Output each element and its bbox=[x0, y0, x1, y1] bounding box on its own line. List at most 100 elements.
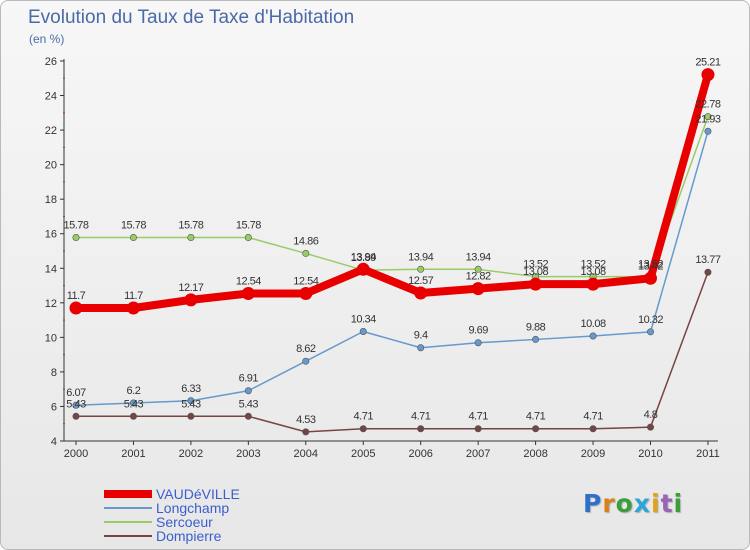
series-line-dompierre bbox=[75, 271, 709, 433]
data-point-sercoeur bbox=[187, 234, 195, 242]
data-label-dompierre: 5.43 bbox=[181, 398, 201, 410]
series-line-sercoeur bbox=[75, 115, 709, 278]
data-label-longchamp: 9.4 bbox=[414, 330, 428, 342]
legend-item-vaudeville: VAUDéVILLE bbox=[104, 487, 240, 501]
y-tick-label: 4 bbox=[51, 436, 57, 448]
data-label-longchamp: 6.2 bbox=[127, 385, 141, 397]
data-point-longchamp bbox=[244, 387, 252, 395]
chart-legend: VAUDéVILLE Longchamp Sercoeur Dompierre bbox=[104, 487, 240, 543]
data-point-dompierre bbox=[646, 423, 654, 431]
x-tick-label: 2010 bbox=[638, 448, 662, 460]
data-point-vaude-ville bbox=[356, 262, 370, 276]
series-layer bbox=[69, 68, 715, 436]
data-point-longchamp bbox=[417, 344, 425, 352]
data-label-vaude-ville: 13.08 bbox=[523, 266, 548, 278]
data-point-sercoeur bbox=[417, 265, 425, 273]
data-point-dompierre bbox=[474, 425, 482, 433]
data-point-dompierre bbox=[129, 412, 137, 420]
logo-letter: r bbox=[602, 489, 616, 518]
x-tick-label: 2006 bbox=[408, 448, 432, 460]
data-point-sercoeur bbox=[474, 265, 482, 273]
data-point-longchamp bbox=[72, 401, 80, 409]
data-label-vaude-ville: 12.54 bbox=[293, 275, 318, 287]
data-point-longchamp bbox=[359, 327, 367, 335]
data-label-vaude-ville: 11.7 bbox=[67, 290, 86, 302]
data-point-sercoeur bbox=[129, 234, 137, 242]
data-label-vaude-ville: 12.57 bbox=[408, 275, 433, 287]
legend-swatch-vaudeville bbox=[104, 490, 152, 498]
data-point-vaude-ville bbox=[241, 286, 255, 300]
y-tick-label: 26 bbox=[45, 56, 57, 68]
data-point-dompierre bbox=[589, 425, 597, 433]
data-point-vaude-ville bbox=[69, 301, 83, 315]
data-label-sercoeur: 15.78 bbox=[63, 220, 88, 232]
data-point-vaude-ville bbox=[586, 277, 600, 291]
y-tick-label: 22 bbox=[45, 125, 57, 137]
data-label-vaude-ville: 13.08 bbox=[581, 266, 606, 278]
data-point-dompierre bbox=[244, 412, 252, 420]
y-tick-label: 12 bbox=[45, 298, 57, 310]
data-label-dompierre: 4.71 bbox=[468, 411, 488, 423]
data-point-vaude-ville bbox=[126, 301, 140, 315]
chart-axes: 4 6 8 10 12 14 16 18 20 22 24 26 2000 2001 2002 2003 200… bbox=[45, 56, 720, 460]
data-label-dompierre: 4.71 bbox=[354, 411, 374, 423]
y-tick-label: 16 bbox=[45, 229, 57, 241]
data-point-longchamp bbox=[129, 399, 137, 407]
data-point-sercoeur bbox=[72, 234, 80, 242]
data-label-longchamp: 6.33 bbox=[181, 383, 201, 395]
data-label-dompierre: 13.77 bbox=[695, 254, 720, 266]
data-label-sercoeur: 13.52 bbox=[581, 259, 606, 271]
data-label-sercoeur: 22.78 bbox=[695, 99, 720, 111]
series-line-vaude-ville bbox=[72, 70, 712, 312]
x-tick-label: 2004 bbox=[294, 448, 318, 460]
legend-label-dompierre: Dompierre bbox=[156, 528, 222, 544]
data-point-vaude-ville bbox=[414, 286, 428, 300]
legend-item-sercoeur: Sercoeur bbox=[104, 515, 240, 529]
logo-letter: x bbox=[633, 489, 651, 518]
x-tick-label: 2009 bbox=[581, 448, 605, 460]
data-label-vaude-ville: 25.21 bbox=[695, 57, 720, 69]
legend-label-longchamp: Longchamp bbox=[156, 500, 230, 516]
y-tick-label: 18 bbox=[45, 194, 57, 206]
data-label-dompierre: 4.71 bbox=[583, 411, 603, 423]
data-label-layer: 11.7 11.7 12.17 12.54 12.54 13.94 12.57 12.82 13… bbox=[63, 57, 721, 426]
data-point-dompierre bbox=[187, 412, 195, 420]
data-point-longchamp bbox=[589, 332, 597, 340]
data-label-vaude-ville: 12.54 bbox=[236, 275, 261, 287]
data-label-longchamp: 6.07 bbox=[66, 387, 86, 399]
data-label-sercoeur: 13.52 bbox=[638, 259, 663, 271]
logo-letter: i bbox=[673, 489, 684, 518]
y-tick-label: 8 bbox=[51, 367, 57, 379]
data-point-dompierre bbox=[72, 412, 80, 420]
data-point-sercoeur bbox=[302, 249, 310, 257]
data-point-vaude-ville bbox=[529, 277, 543, 291]
data-label-longchamp: 9.88 bbox=[526, 321, 546, 333]
chart-title: Evolution du Taux de Taxe d'Habitation bbox=[28, 7, 355, 28]
data-label-sercoeur: 15.78 bbox=[121, 220, 146, 232]
legend-label-vaudeville: VAUDéVILLE bbox=[156, 486, 240, 502]
data-label-dompierre: 5.43 bbox=[239, 398, 259, 410]
data-label-vaude-ville: 13.94 bbox=[351, 251, 376, 263]
data-point-longchamp bbox=[474, 339, 482, 347]
data-label-dompierre: 5.43 bbox=[124, 398, 144, 410]
data-label-sercoeur: 13.94 bbox=[408, 251, 433, 263]
data-point-longchamp bbox=[532, 335, 540, 343]
legend-swatch-longchamp bbox=[104, 507, 152, 509]
data-point-sercoeur bbox=[244, 234, 252, 242]
data-point-longchamp bbox=[646, 328, 654, 336]
data-point-vaude-ville bbox=[701, 68, 715, 82]
data-point-dompierre bbox=[359, 425, 367, 433]
data-point-vaude-ville bbox=[471, 282, 485, 296]
data-point-longchamp bbox=[187, 397, 195, 405]
data-label-longchamp: 10.08 bbox=[581, 318, 606, 330]
x-tick-label: 2011 bbox=[696, 448, 720, 460]
legend-swatch-sercoeur bbox=[104, 521, 152, 523]
data-label-dompierre: 4.71 bbox=[411, 411, 431, 423]
data-label-vaude-ville: 12.17 bbox=[178, 282, 203, 294]
data-label-sercoeur: 15.78 bbox=[236, 220, 261, 232]
data-label-sercoeur: 13.89 bbox=[351, 252, 376, 264]
data-label-sercoeur: 14.86 bbox=[293, 235, 318, 247]
x-tick-label: 2002 bbox=[179, 448, 203, 460]
data-point-vaude-ville bbox=[644, 271, 657, 285]
